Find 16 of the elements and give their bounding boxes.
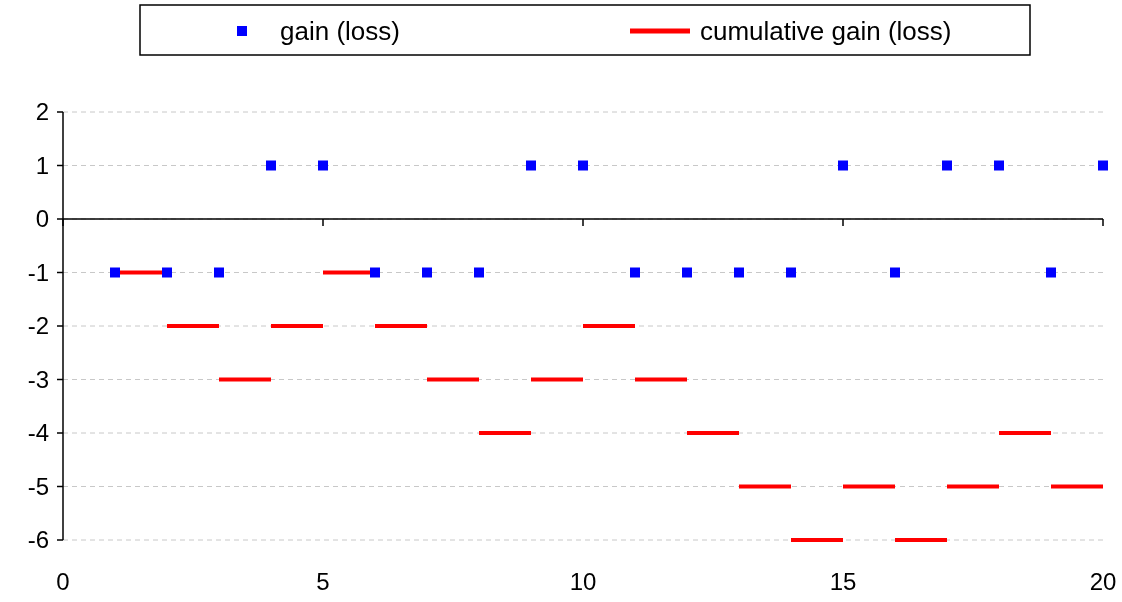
x-tick-label: 0 [56,568,70,595]
y-tick-label: -2 [27,312,49,339]
y-tick-label: -4 [27,419,49,446]
y-tick-label: 0 [35,205,49,232]
y-tick-label: 1 [35,151,49,179]
y-tick-label: -1 [27,258,49,286]
y-tick-label: -6 [27,526,49,553]
x-tick-label: 10 [569,568,597,595]
x-tick-label: 15 [829,568,857,595]
y-tick-label: -3 [27,365,49,393]
x-tick-label: 5 [316,568,330,595]
legend-label: cumulative gain (loss) [700,16,952,46]
y-tick-label: 2 [35,98,49,125]
y-tick-label: -5 [27,472,49,500]
legend-label: gain (loss) [280,16,400,46]
x-tick-label: 20 [1089,568,1117,595]
